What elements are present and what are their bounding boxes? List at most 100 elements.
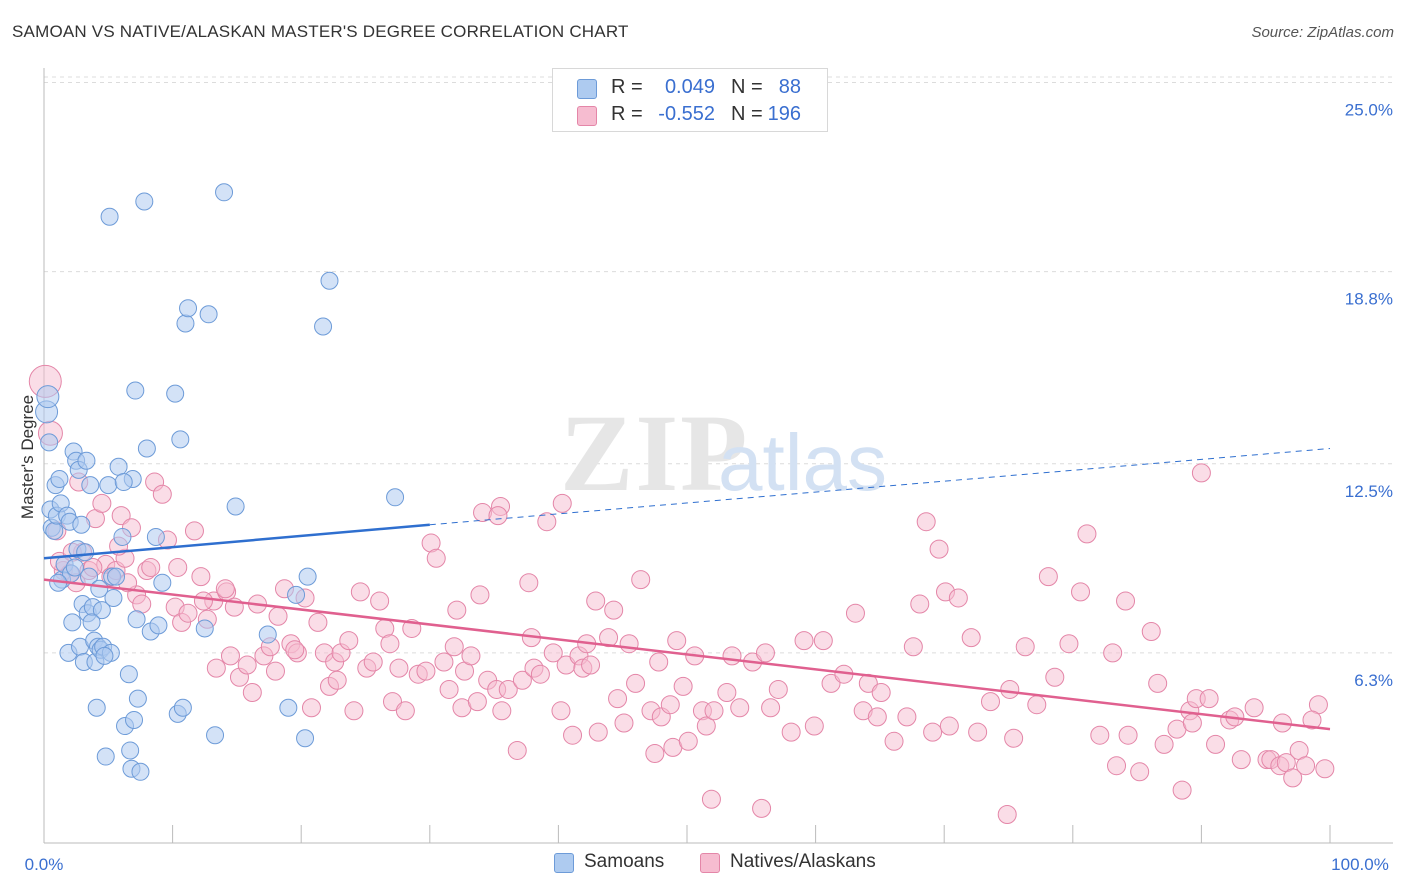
x-tick-label: 100.0% [1331,855,1389,874]
data-point-samoans [72,515,91,534]
series-samoans-points [35,183,405,781]
legend-r-value: 0.049 [664,76,715,98]
data-point-samoans [287,585,306,604]
y-tick-label: 12.5% [1345,482,1393,501]
data-point-natives [813,631,833,651]
data-point-natives [498,679,518,699]
data-point-samoans [149,616,168,635]
data-point-natives [551,701,571,721]
data-point-natives [1090,725,1110,745]
data-point-samoans [77,451,96,470]
data-point-natives [467,692,487,712]
data-point-natives [961,628,981,648]
data-point-natives [268,606,288,626]
data-point-natives [1118,725,1138,745]
data-point-natives [794,631,814,651]
data-point-samoans [166,384,185,403]
data-point-natives [1315,759,1335,779]
watermark: ZIP [560,392,749,514]
data-point-natives [939,716,959,736]
data-point-samoans [125,710,144,729]
data-point-samoans [179,299,198,318]
data-point-natives [1116,591,1136,611]
data-point-samoans [127,610,146,629]
data-point-samoans [146,527,165,546]
data-point-samoans [107,567,126,586]
data-point-samoans [128,689,147,708]
data-point-natives [980,692,1000,712]
data-point-natives [380,634,400,654]
data-point-natives [473,503,493,523]
data-point-samoans [215,183,234,202]
data-point-natives [586,591,606,611]
data-point-natives [923,722,943,742]
data-point-natives [1283,768,1303,788]
trend-lines [43,448,1331,731]
data-point-natives [416,661,436,681]
data-point-natives [916,512,936,532]
data-point-natives [1000,679,1020,699]
data-point-samoans [258,625,277,644]
data-point-samoans [92,601,111,620]
data-point-natives [220,646,240,666]
data-point-natives [649,652,669,672]
data-point-natives [383,692,403,712]
data-point-natives [903,637,923,657]
data-point-samoans [82,613,101,632]
legend-row-samoans: R = 0.049 N = 88 [553,73,827,101]
data-point-natives [426,548,446,568]
data-point-natives [1244,698,1264,718]
data-point-natives [588,722,608,742]
chart-source: Source: ZipAtlas.com [1251,24,1394,41]
data-point-natives [1191,463,1211,483]
data-point-natives [152,484,172,504]
data-point-samoans [119,665,138,684]
legend: R = 0.049 N = 88 R = -0.552 N = 196 [552,68,828,132]
data-point-samoans [87,698,106,717]
grid-lines [44,76,1393,654]
data-point-natives [1077,524,1097,544]
data-point-samoans [173,698,192,717]
data-point-samoans [199,305,218,324]
data-point-natives [1148,673,1168,693]
data-point-natives [492,701,512,721]
data-point-samoans [176,314,195,333]
watermark-atlas: atlas [718,418,887,507]
data-point-natives [867,707,887,727]
data-point-samoans [45,521,64,540]
data-point-samoans [131,762,150,781]
data-point-natives [308,612,328,632]
data-point-natives [178,603,198,623]
data-point-samoans [114,473,133,492]
data-point-natives [1103,643,1123,663]
data-point-natives [552,493,572,513]
data-point-natives [1231,750,1251,770]
data-point-natives [265,661,285,681]
data-point-natives [132,594,152,614]
data-point-samoans [126,381,145,400]
legend-swatch-natives [577,106,597,126]
data-point-natives [193,591,213,611]
data-point-natives [344,701,364,721]
data-point-natives [1045,667,1065,687]
data-point-natives [389,658,409,678]
data-point-natives [461,646,481,666]
data-point-natives [730,698,750,718]
data-point-natives [370,591,390,611]
legend-swatch-samoans [577,79,597,99]
data-point-natives [619,634,639,654]
data-point-natives [363,652,383,672]
data-point-natives [871,683,891,702]
data-point-natives [1172,780,1192,800]
series-natives-points [28,364,1335,824]
data-point-samoans [40,433,59,452]
legend-n-label: N = [731,103,763,125]
data-point-natives [395,701,415,721]
data-point-samoans [63,613,82,632]
legend-row-natives: R = -0.552 N = 196 [553,100,827,128]
data-point-natives [645,744,665,763]
data-point-natives [301,698,321,718]
data-point-samoans [76,543,95,562]
data-point-natives [1004,728,1024,748]
